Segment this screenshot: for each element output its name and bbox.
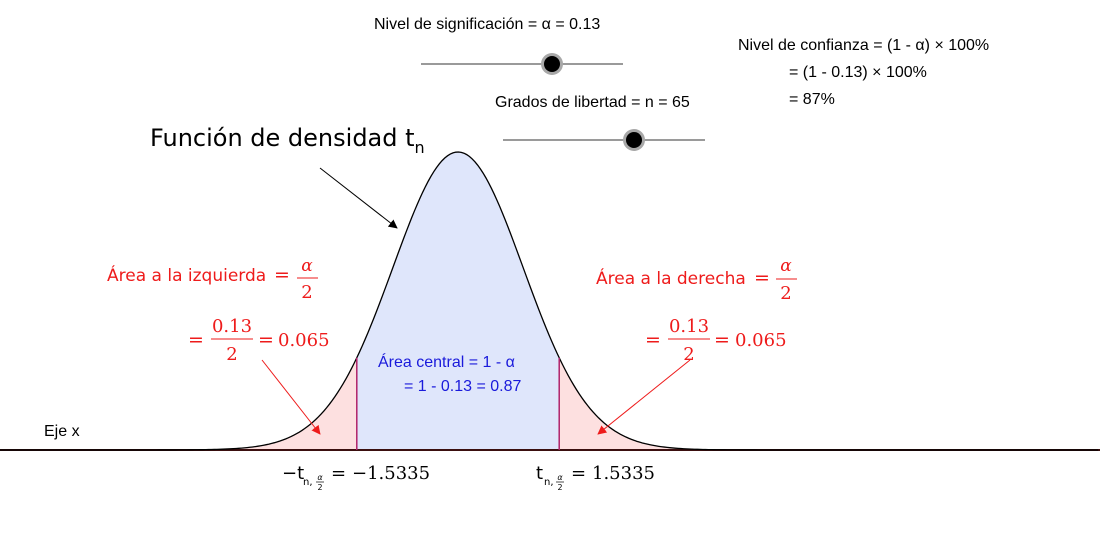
left-tail-arrow [261,359,321,435]
right-calc-numerator: 0.13 [669,316,709,337]
x-axis-label: Eje x [44,423,80,440]
critical-value-right-label: t n, α 2 = 1.5335 [536,463,655,492]
right-area-calculation: = 0.13 2 = 0.065 [645,316,787,365]
central-area-annotation: Área central = 1 - α = 1 - 0.13 = 0.87 [378,352,522,395]
right-area-denominator: 2 [780,283,791,304]
df-slider-label: Grados de libertad = n = 65 [495,94,690,111]
confidence-line1: Nivel de confianza = (1 - α) × 100% [738,37,990,54]
density-pointer-arrow [319,167,398,229]
density-function-title: Función de densidad tn [150,124,425,157]
right-area-equals: = [754,267,770,289]
alpha-slider-thumb[interactable] [544,56,561,72]
critical-right-sub-two: 2 [557,483,562,492]
right-area-annotation: Área a la derecha = α 2 [596,256,797,304]
alpha-slider-track[interactable] [421,63,623,65]
left-area-annotation: Área a la izquierda = α 2 [107,256,318,303]
critical-value-left-label: −t n, α 2 = −1.5335 [282,463,430,492]
critical-left-subscript: n, [303,477,313,488]
central-area-line1: Área central = 1 - α [378,352,515,371]
critical-right-t: t [536,463,543,484]
right-tail-area [559,357,887,450]
critical-right-value: 1.5335 [592,463,655,484]
central-area [356,152,560,450]
right-calc-equals: = [645,329,661,351]
right-calc-equals-2: = [714,329,730,351]
left-area-calculation: = 0.13 2 = 0.065 [188,316,330,365]
critical-left-sub-two: 2 [317,483,322,492]
right-area-label: Área a la derecha [596,267,746,289]
right-area-alpha: α [780,256,792,276]
density-curve [0,151,1099,451]
confidence-line3: = 87% [789,91,835,108]
left-area-alpha: α [301,256,313,276]
left-area-label: Área a la izquierda [107,264,266,286]
left-tail-area [29,357,357,450]
df-slider[interactable] [503,130,705,150]
critical-right-equals: = [571,463,586,484]
right-calc-result: 0.065 [735,330,787,351]
critical-right-sub-alpha: α [557,473,563,482]
df-slider-thumb[interactable] [625,132,642,148]
critical-left-value: −1.5335 [352,463,430,484]
density-title-subscript: n [415,138,425,157]
left-calc-equals: = [188,329,204,351]
right-tail-arrow [597,359,691,435]
left-calc-numerator: 0.13 [212,316,252,337]
left-calc-equals-2: = [258,329,274,351]
left-calc-denominator: 2 [226,344,237,365]
left-area-equals: = [274,264,290,286]
central-area-line2: = 1 - 0.13 = 0.87 [404,378,522,395]
right-calc-denominator: 2 [683,344,694,365]
critical-left-equals: = [331,463,346,484]
alpha-slider[interactable] [421,54,623,74]
critical-left-sub-alpha: α [317,473,323,482]
confidence-line2: = (1 - 0.13) × 100% [789,64,927,81]
critical-right-subscript: n, [544,477,554,488]
area-regions [29,152,887,450]
left-calc-result: 0.065 [278,330,330,351]
df-slider-track[interactable] [503,139,705,141]
alpha-slider-label: Nivel de significación = α = 0.13 [374,16,601,33]
left-area-denominator: 2 [301,282,312,303]
critical-left-t: −t [282,463,304,484]
